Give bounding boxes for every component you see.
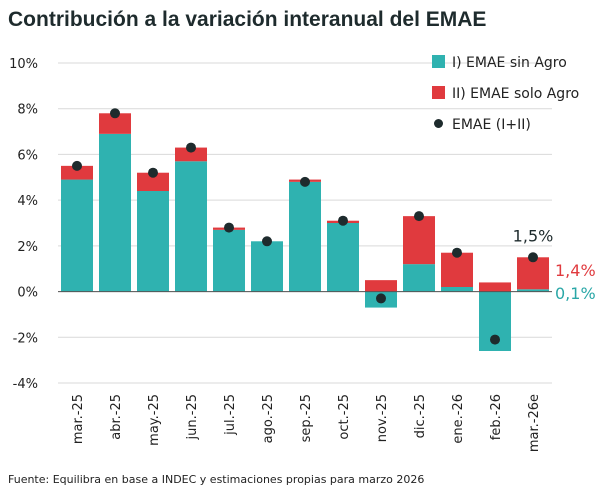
bar-sin-agro bbox=[99, 133, 131, 292]
x-tick-label: sep.-25 bbox=[299, 394, 314, 442]
x-tick-label: ago.-25 bbox=[261, 394, 276, 443]
point-total bbox=[300, 176, 310, 187]
annotation-total: 1,5% bbox=[513, 226, 554, 245]
bar-sin-agro bbox=[137, 191, 169, 292]
bar-solo-agro bbox=[517, 257, 549, 290]
bar-sin-agro bbox=[441, 287, 473, 292]
annotations: 1,5%1,4% 0,1% bbox=[513, 226, 596, 303]
chart-title: Contribución a la variación interanual d… bbox=[8, 8, 486, 31]
legend-sin-agro-swatch bbox=[432, 55, 445, 68]
legend: I) EMAE sin Agro II) EMAE solo Agro EMAE (… bbox=[432, 55, 579, 133]
x-tick-label: mar.-25 bbox=[71, 394, 86, 444]
legend-total-label: EMAE (I+II) bbox=[452, 117, 531, 133]
bar-sin-agro bbox=[213, 229, 245, 292]
x-tick-label: jun.-25 bbox=[185, 394, 200, 440]
x-axis-ticks: mar.-25 abr.-25 may.-25 jun.-25 jul.-25 ago.-… bbox=[71, 394, 542, 452]
x-tick-label: jul.-25 bbox=[223, 394, 238, 436]
legend-solo-agro-label: II) EMAE solo Agro bbox=[452, 86, 579, 102]
bar-sin-agro bbox=[327, 223, 359, 292]
bar-solo-agro bbox=[441, 252, 473, 287]
x-tick-label: nov.-25 bbox=[375, 394, 390, 442]
y-tick-label: -2% bbox=[13, 331, 38, 346]
y-tick-label: 2% bbox=[17, 240, 38, 255]
bar-sin-agro bbox=[289, 181, 321, 292]
bar-solo-agro bbox=[99, 113, 131, 134]
bar-sin-agro bbox=[403, 264, 435, 292]
bar-sin-agro bbox=[517, 289, 549, 292]
point-total bbox=[490, 334, 500, 345]
bar-sin-agro bbox=[175, 161, 207, 292]
point-total bbox=[72, 160, 82, 171]
legend-total-swatch bbox=[434, 119, 443, 128]
bar-solo-agro bbox=[479, 282, 511, 292]
y-tick-label: 4% bbox=[17, 194, 38, 209]
bar-solo-agro bbox=[403, 216, 435, 265]
point-total bbox=[414, 211, 424, 222]
point-total bbox=[452, 247, 462, 258]
bar-sin-agro bbox=[251, 241, 283, 292]
point-total bbox=[338, 215, 348, 226]
point-total bbox=[110, 108, 120, 119]
bar-solo-agro bbox=[61, 165, 93, 180]
point-total bbox=[528, 252, 538, 263]
x-tick-label: ene.-26 bbox=[451, 394, 466, 444]
y-tick-label: 10% bbox=[9, 57, 38, 72]
y-tick-label: 6% bbox=[17, 148, 38, 163]
source-note: Fuente: Equilibra en base a INDEC y esti… bbox=[8, 473, 424, 486]
bar-solo-agro bbox=[365, 280, 397, 292]
y-tick-label: -4% bbox=[13, 377, 38, 392]
x-tick-label: feb.-26 bbox=[489, 394, 504, 440]
bars bbox=[61, 113, 549, 351]
bar-solo-agro bbox=[175, 147, 207, 162]
annotation-solo-agro: 1,4% bbox=[555, 261, 596, 280]
y-axis-ticks: 10% 8% 6% 4% 2% 0% -2% -4% bbox=[9, 57, 38, 392]
point-total bbox=[376, 293, 386, 304]
legend-solo-agro-swatch bbox=[432, 86, 445, 99]
point-total bbox=[148, 167, 158, 178]
point-total bbox=[262, 236, 272, 247]
bar-solo-agro bbox=[137, 172, 169, 191]
point-total bbox=[186, 142, 196, 153]
y-tick-label: 0% bbox=[17, 286, 38, 301]
x-tick-label: dic.-25 bbox=[413, 394, 428, 438]
x-tick-label: may.-25 bbox=[147, 394, 162, 446]
x-tick-label: mar.-26e bbox=[527, 394, 542, 452]
y-tick-label: 8% bbox=[17, 103, 38, 118]
point-total bbox=[224, 222, 234, 233]
bar-sin-agro bbox=[61, 179, 93, 292]
x-tick-label: oct.-25 bbox=[337, 394, 352, 440]
annotation-sin-agro: 0,1% bbox=[555, 284, 596, 303]
legend-sin-agro-label: I) EMAE sin Agro bbox=[452, 55, 567, 71]
total-points bbox=[72, 108, 538, 345]
x-tick-label: abr.-25 bbox=[109, 394, 124, 440]
